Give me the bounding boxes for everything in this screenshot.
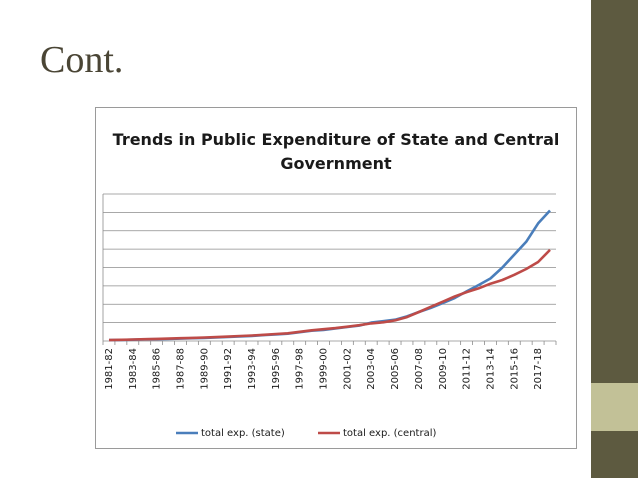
x-tick-label: 1991-92 xyxy=(223,348,234,390)
x-tick-label: 1995-96 xyxy=(271,348,282,390)
side-accent-block xyxy=(591,383,638,431)
x-tick-label: 1985-86 xyxy=(152,348,163,390)
x-tick-label: 2017-18 xyxy=(533,348,544,390)
chart-title-line-2: Government xyxy=(280,154,392,173)
x-tick-label: 1989-90 xyxy=(199,348,210,390)
x-tick-label: 2005-06 xyxy=(390,348,401,390)
x-tick-label: 2011-12 xyxy=(462,348,473,390)
x-tick-label: 2015-16 xyxy=(509,348,520,390)
x-tick-label: 1993-94 xyxy=(247,348,258,390)
x-tick-label: 2009-10 xyxy=(438,348,449,390)
x-tick-label: 2007-08 xyxy=(414,348,425,390)
chart-title: Trends in Public Expenditure of State an… xyxy=(96,128,576,176)
legend-label-state: total exp. (state) xyxy=(201,428,285,439)
line-chart: 0.00500.001000.001500.002000.002500.0030… xyxy=(102,193,557,439)
x-tick-label: 2001-02 xyxy=(342,348,353,390)
slide-title: Cont. xyxy=(40,39,124,81)
x-tick-label: 2013-14 xyxy=(485,348,496,390)
x-tick-label: 1983-84 xyxy=(128,348,139,390)
series-line-state xyxy=(108,209,551,342)
x-tick-label: 1997-98 xyxy=(295,348,306,390)
x-tick-label: 2003-04 xyxy=(366,348,377,390)
series-line-central xyxy=(108,248,551,342)
x-tick-label: 1999-00 xyxy=(319,348,330,390)
legend-label-central: total exp. (central) xyxy=(343,428,436,439)
x-tick-label: 1981-82 xyxy=(104,348,115,390)
chart-frame: Trends in Public Expenditure of State an… xyxy=(95,107,577,449)
x-tick-label: 1987-88 xyxy=(175,348,186,390)
chart-title-line-1: Trends in Public Expenditure of State an… xyxy=(112,130,560,149)
